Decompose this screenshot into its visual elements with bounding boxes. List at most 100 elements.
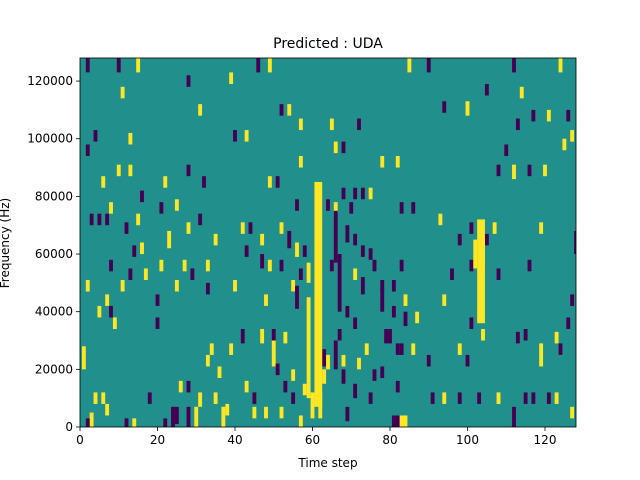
heatmap-cell: [217, 366, 222, 378]
heatmap-cell: [426, 58, 431, 73]
y-axis: 0 20000 40000 60000 80000 100000 120000: [27, 74, 80, 434]
x-tick-label: 120: [534, 433, 557, 447]
heatmap-cell: [264, 294, 268, 306]
heatmap-cell: [469, 222, 474, 234]
heatmap-cell: [380, 288, 385, 312]
heatmap-cell: [298, 156, 303, 168]
heatmap-cell: [221, 406, 226, 427]
heatmap-cell: [484, 233, 489, 246]
heatmap-cell: [411, 343, 416, 355]
heatmap-cell: [267, 176, 272, 188]
heatmap-cell: [140, 190, 144, 203]
heatmap-cell: [512, 164, 516, 180]
heatmap-cell: [341, 141, 346, 154]
heatmap-cell: [291, 369, 296, 381]
heatmap-cell: [116, 164, 121, 177]
heatmap-cell: [380, 156, 385, 168]
heatmap-cell: [287, 104, 292, 116]
heatmap-cell: [353, 233, 358, 246]
heatmap-cell: [97, 213, 102, 226]
heatmap-cell: [426, 354, 431, 367]
heatmap-cell: [341, 354, 346, 367]
heatmap-cell: [353, 187, 358, 200]
plot-frame: [79, 57, 577, 428]
heatmap-cell: [357, 357, 361, 370]
heatmap-cell: [399, 343, 404, 355]
heatmap-cell: [136, 58, 141, 73]
heatmap-cell: [450, 268, 454, 280]
heatmap-cell: [484, 83, 489, 96]
heatmap-cell: [578, 214, 582, 226]
heatmap-cell: [469, 317, 474, 329]
heatmap-cell: [298, 118, 303, 131]
heatmap-cell: [473, 239, 478, 269]
heatmap-cell: [326, 354, 330, 370]
heatmap-cell: [442, 101, 447, 113]
heatmap-cell: [109, 305, 113, 318]
heatmap-cell: [554, 331, 559, 344]
heatmap-cell: [368, 248, 373, 260]
heatmap-cell: [248, 222, 253, 234]
heatmap-cell: [198, 213, 203, 226]
heatmap-cell: [155, 294, 160, 306]
heatmap-cell: [481, 239, 485, 269]
heatmap-cell: [264, 406, 268, 419]
heatmap-cell: [531, 392, 536, 404]
x-tick-label: 100: [456, 433, 479, 447]
heatmap-cell: [240, 222, 245, 234]
heatmap-cell: [182, 259, 187, 272]
y-tick-label: 0: [65, 420, 73, 434]
heatmap-cell: [267, 259, 272, 272]
heatmap-cell: [298, 268, 303, 280]
heatmap-cell: [372, 369, 377, 381]
y-tick-label: 100000: [27, 132, 73, 146]
heatmap-cell: [395, 343, 400, 355]
heatmap-cell: [85, 279, 90, 292]
heatmap-cell: [163, 418, 168, 427]
heatmap-cell: [496, 268, 501, 280]
heatmap-cell: [190, 268, 195, 280]
heatmap-cell: [101, 176, 106, 188]
heatmap-cell: [174, 406, 179, 425]
heatmap-cell: [81, 346, 86, 370]
heatmap-cell: [368, 187, 373, 200]
heatmap-cell: [360, 187, 365, 200]
heatmap-cell: [124, 418, 129, 427]
heatmap-cell: [333, 340, 338, 370]
heatmap-cell: [566, 317, 571, 329]
heatmap-cell: [442, 294, 447, 306]
heatmap-cell: [97, 305, 102, 318]
heatmap-cell: [384, 328, 389, 344]
heatmap-cell: [174, 279, 179, 292]
heatmap-cell: [337, 328, 342, 341]
heatmap-cell: [357, 118, 361, 131]
x-tick-label: 80: [382, 433, 397, 447]
heatmap-cell: [85, 58, 90, 73]
heatmap-cell: [186, 75, 191, 87]
heatmap-cell: [147, 392, 152, 404]
heatmap-cell: [89, 213, 94, 226]
heatmap-cell: [252, 392, 257, 404]
heatmap-cell: [295, 199, 299, 211]
heatmap-cell: [368, 392, 373, 404]
heatmap-cell: [570, 294, 575, 306]
heatmap-cell: [120, 279, 125, 292]
heatmap-cell: [109, 202, 113, 214]
heatmap-cell: [477, 219, 485, 324]
heatmap-cell: [291, 279, 296, 292]
heatmap-cell: [279, 259, 284, 272]
heatmap-cell: [202, 176, 206, 188]
heatmap-cell: [566, 109, 571, 122]
heatmap-cell: [558, 343, 563, 355]
plot-area: [80, 58, 582, 427]
heatmap-cell: [457, 233, 462, 246]
heatmap-cell: [283, 380, 288, 393]
y-axis-label: Frequency (Hz): [0, 198, 12, 289]
heatmap-cell: [546, 109, 551, 122]
heatmap-cell: [562, 138, 567, 151]
y-tick-label: 80000: [35, 189, 73, 203]
heatmap-cell: [275, 176, 280, 188]
heatmap-cell: [171, 406, 175, 427]
x-tick-label: 20: [150, 433, 165, 447]
heatmap-cell: [205, 259, 210, 272]
